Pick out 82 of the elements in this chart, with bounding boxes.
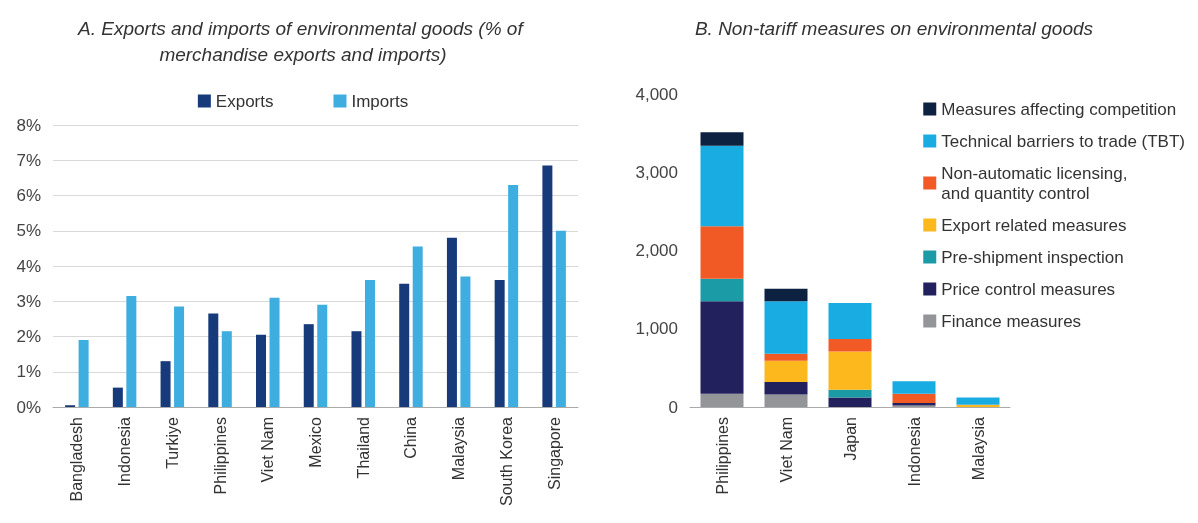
bar xyxy=(700,132,744,146)
bar xyxy=(460,276,471,407)
bar xyxy=(112,387,123,407)
bar xyxy=(700,145,744,227)
y-tick-label: 4% xyxy=(16,256,41,276)
bar xyxy=(78,340,89,407)
y-tick-label: 4,000 xyxy=(635,84,678,104)
legend-label: Exports xyxy=(215,91,274,111)
y-tick-label: 0 xyxy=(668,397,678,417)
x-tick-label: Singapore xyxy=(545,416,563,490)
bar xyxy=(494,280,505,407)
x-tick-label: Thailand xyxy=(354,417,372,479)
y-tick-label: 1,000 xyxy=(635,319,678,339)
x-tick-label: Philippines xyxy=(211,417,229,495)
x-tick-label: Bangladesh xyxy=(68,417,86,502)
x-tick-label: Indonesia xyxy=(116,416,134,487)
x-tick-label: Japan xyxy=(841,417,859,461)
y-tick-label: 3% xyxy=(16,291,41,311)
bar xyxy=(256,334,267,407)
y-tick-label: 8% xyxy=(16,115,41,135)
bar xyxy=(892,393,936,404)
bar xyxy=(399,283,410,407)
bar xyxy=(412,246,423,407)
bar xyxy=(828,351,872,390)
bar xyxy=(208,313,219,407)
x-tick-label: Mexico xyxy=(307,416,324,468)
legend-label: Non-automatic licensing, and quantity control xyxy=(941,163,1128,203)
bar xyxy=(828,302,872,339)
legend-label: Technical barriers to trade (TBT) xyxy=(941,131,1186,151)
bar xyxy=(956,397,1000,405)
bar xyxy=(828,397,872,407)
bar xyxy=(764,301,808,354)
bar xyxy=(351,331,362,407)
y-tick-label: 3,000 xyxy=(635,162,678,182)
legend-label: Pre-shipment inspection xyxy=(941,247,1124,267)
bar xyxy=(221,331,232,407)
bar xyxy=(764,353,808,361)
y-tick-label: 2% xyxy=(16,327,41,346)
bar xyxy=(764,381,808,395)
x-tick-label: Turkiye xyxy=(163,416,181,469)
x-tick-label: Malaysia xyxy=(450,416,468,481)
legend-label: Price control measures xyxy=(941,279,1116,299)
x-tick-label: Indonesia xyxy=(905,416,923,487)
y-tick-label: 5% xyxy=(16,221,41,241)
bar xyxy=(700,226,744,279)
y-tick-label: 0% xyxy=(16,397,41,417)
bar xyxy=(446,237,457,407)
y-tick-label: 2,000 xyxy=(635,241,678,260)
bar xyxy=(303,324,314,407)
x-tick-label: China xyxy=(402,416,420,459)
legend-label: Imports xyxy=(351,91,409,111)
bar xyxy=(828,389,872,398)
y-tick-label: 7% xyxy=(16,150,41,170)
bar xyxy=(542,165,553,407)
bar xyxy=(700,278,744,302)
bar xyxy=(555,230,566,407)
bar xyxy=(764,360,808,382)
bar xyxy=(764,288,808,302)
bar xyxy=(269,297,280,407)
legend-label: Finance measures xyxy=(941,311,1082,331)
x-tick-label: Viet Nam xyxy=(259,417,277,483)
x-tick-label: South Korea xyxy=(497,416,515,506)
x-tick-label: Viet Nam xyxy=(777,417,795,483)
bar xyxy=(364,280,375,407)
x-tick-label: Philippines xyxy=(713,417,731,495)
chart-title: B. Non-tariff measures on environmental goods xyxy=(694,17,1094,39)
bar xyxy=(160,361,171,407)
bar xyxy=(828,338,872,352)
bar xyxy=(764,394,808,407)
legend-label: Measures affecting competition xyxy=(941,99,1177,119)
x-tick-label: Malaysia xyxy=(969,416,987,481)
legend-label: Export related measures xyxy=(941,215,1127,235)
bar xyxy=(508,184,519,407)
bar xyxy=(892,381,936,394)
bar xyxy=(174,306,185,407)
bar xyxy=(317,304,328,407)
y-tick-label: 1% xyxy=(16,362,41,382)
bar xyxy=(700,301,744,394)
chart-title: A. Exports and imports of environmental goods (% of merchandise exports and imports) xyxy=(77,17,528,65)
y-tick-label: 6% xyxy=(16,186,41,205)
bar xyxy=(126,295,137,407)
bar xyxy=(700,393,744,407)
